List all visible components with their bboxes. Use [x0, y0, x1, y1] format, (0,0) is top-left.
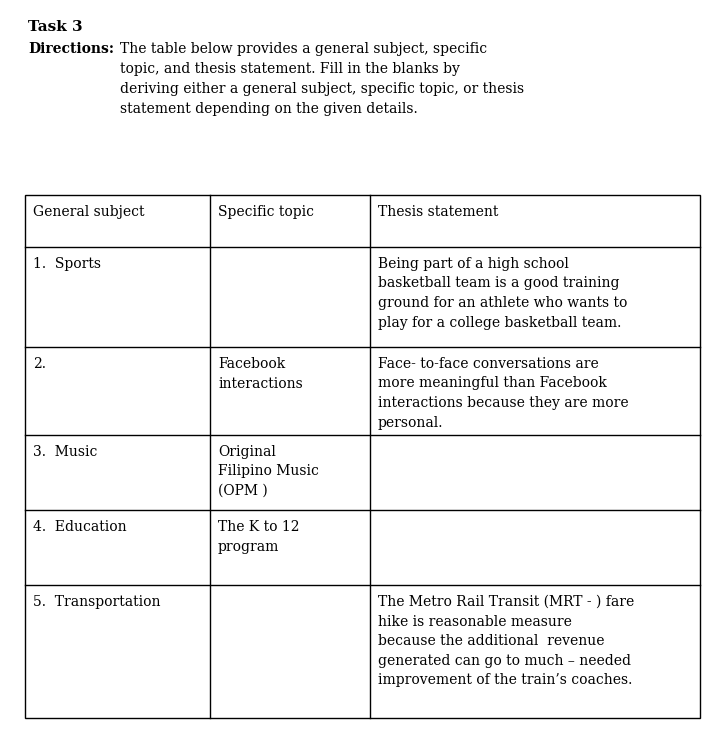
- Text: Directions:: Directions:: [28, 42, 114, 56]
- Text: Specific topic: Specific topic: [218, 205, 314, 219]
- Text: Original
Filipino Music
(OPM ): Original Filipino Music (OPM ): [218, 445, 319, 498]
- Text: The table below provides a general subject, specific
topic, and thesis statement: The table below provides a general subje…: [120, 42, 524, 116]
- Text: 2.: 2.: [33, 357, 46, 371]
- Text: 4.  Education: 4. Education: [33, 520, 126, 534]
- Text: 3.  Music: 3. Music: [33, 445, 97, 459]
- Text: 5.  Transportation: 5. Transportation: [33, 595, 160, 609]
- Bar: [25, 195, 700, 718]
- Text: General subject: General subject: [33, 205, 144, 219]
- Text: 1.  Sports: 1. Sports: [33, 257, 101, 271]
- Text: Task 3: Task 3: [28, 20, 83, 34]
- Text: The Metro Rail Transit (MRT - ) fare
hike is reasonable measure
because the addi: The Metro Rail Transit (MRT - ) fare hik…: [378, 595, 635, 687]
- Text: Facebook
interactions: Facebook interactions: [218, 357, 303, 390]
- Text: Face- to-face conversations are
more meaningful than Facebook
interactions becau: Face- to-face conversations are more mea…: [378, 357, 629, 430]
- Text: Being part of a high school
basketball team is a good training
ground for an ath: Being part of a high school basketball t…: [378, 257, 627, 329]
- Text: The K to 12
program: The K to 12 program: [218, 520, 300, 554]
- Text: Thesis statement: Thesis statement: [378, 205, 498, 219]
